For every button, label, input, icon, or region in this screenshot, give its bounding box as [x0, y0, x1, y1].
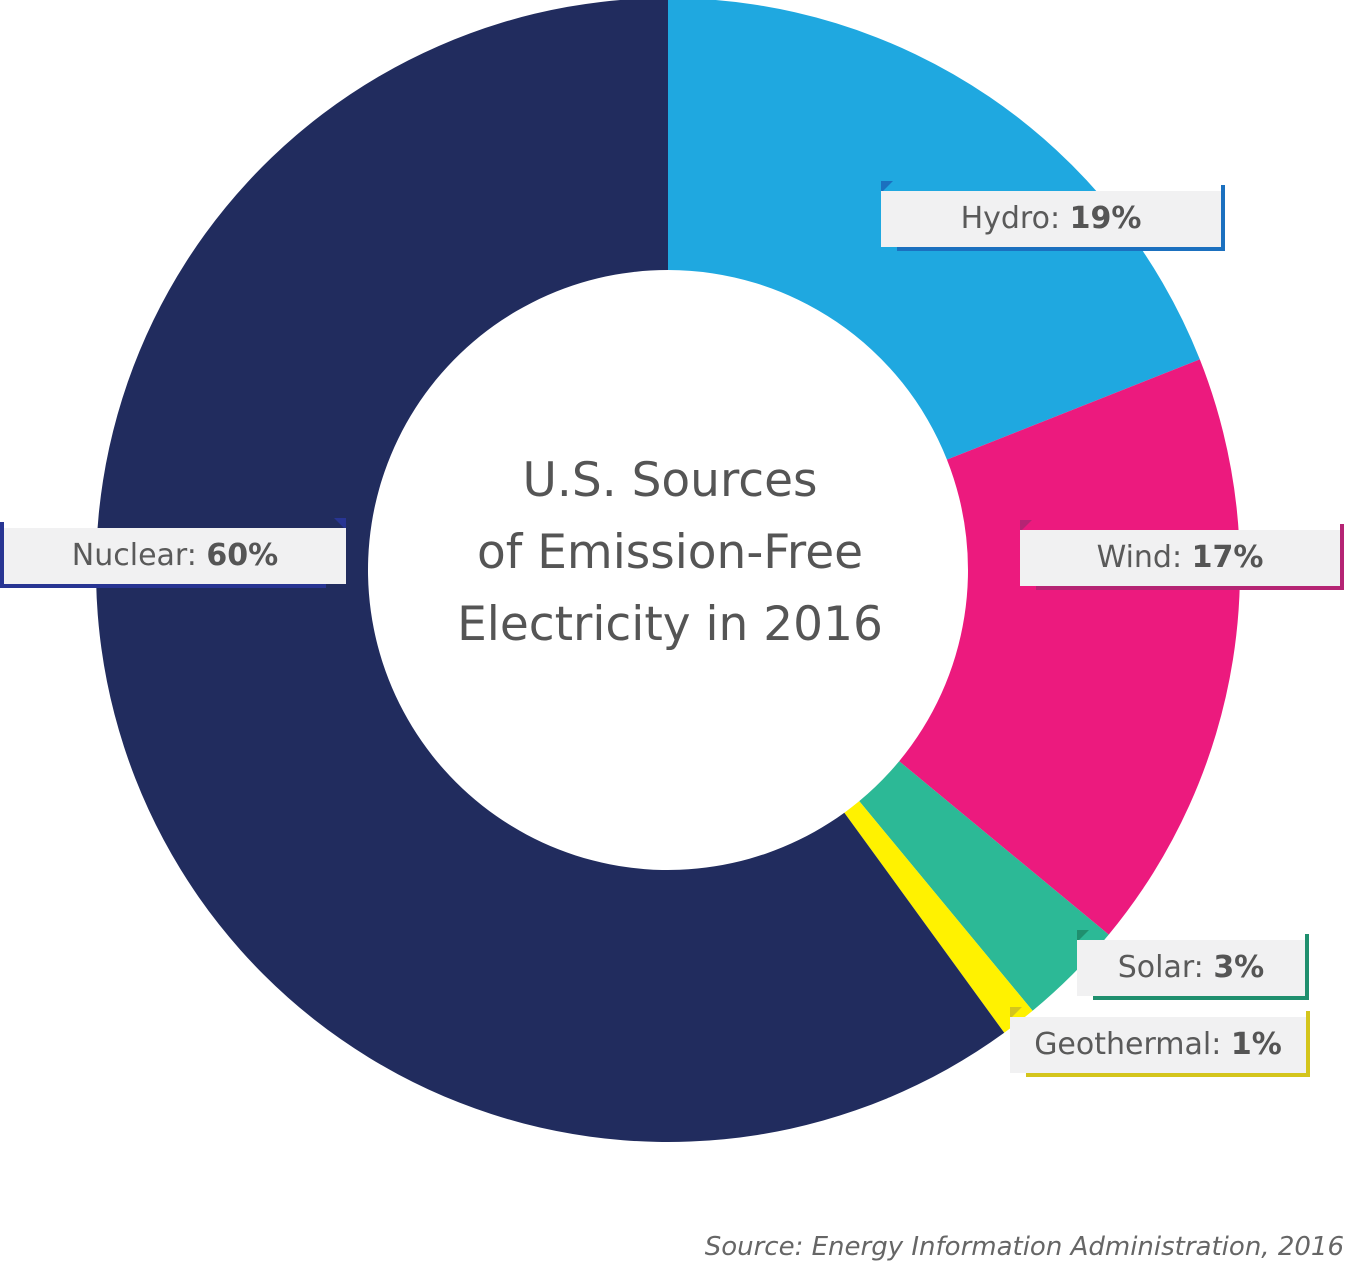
- label-accents: [0, 181, 1344, 1077]
- chart-title-line-1: U.S. Sources: [522, 453, 818, 508]
- label-wind-name: Wind:: [1096, 540, 1192, 575]
- label-geothermal-value: 1%: [1230, 1027, 1282, 1062]
- label-hydro-value: 19%: [1069, 201, 1142, 236]
- accent-wind: [1020, 520, 1344, 590]
- chart-title: U.S. Sources of Emission-Free Electricit…: [400, 445, 940, 661]
- label-solar: Solar: 3%: [1077, 940, 1305, 996]
- accent-geothermal: [1010, 1007, 1310, 1077]
- slice-solar: [859, 761, 1109, 1011]
- chart-title-line-2: of Emission-Free: [476, 525, 864, 580]
- label-hydro-name: Hydro:: [960, 201, 1070, 236]
- slice-wind: [899, 359, 1240, 935]
- label-solar-name: Solar:: [1117, 950, 1214, 985]
- label-geothermal: Geothermal: 1%: [1010, 1017, 1306, 1073]
- label-solar-value: 3%: [1213, 950, 1265, 985]
- slice-nuclear: [96, 0, 1005, 1142]
- accent-hydro: [881, 181, 1225, 251]
- chart-title-line-3: Electricity in 2016: [457, 597, 883, 652]
- label-nuclear-name: Nuclear:: [71, 538, 207, 573]
- label-wind-value: 17%: [1191, 540, 1264, 575]
- accent-solar: [1077, 930, 1309, 1000]
- source-note: Source: Energy Information Administratio…: [704, 1232, 1344, 1262]
- accent-nuclear: [0, 518, 346, 588]
- label-nuclear-value: 60%: [206, 538, 279, 573]
- label-nuclear: Nuclear: 60%: [4, 528, 346, 584]
- label-hydro: Hydro: 19%: [881, 191, 1221, 247]
- donut-slices: [96, 0, 1240, 1142]
- label-geothermal-name: Geothermal:: [1034, 1027, 1231, 1062]
- label-wind: Wind: 17%: [1020, 530, 1340, 586]
- slice-geothermal: [844, 801, 1033, 1033]
